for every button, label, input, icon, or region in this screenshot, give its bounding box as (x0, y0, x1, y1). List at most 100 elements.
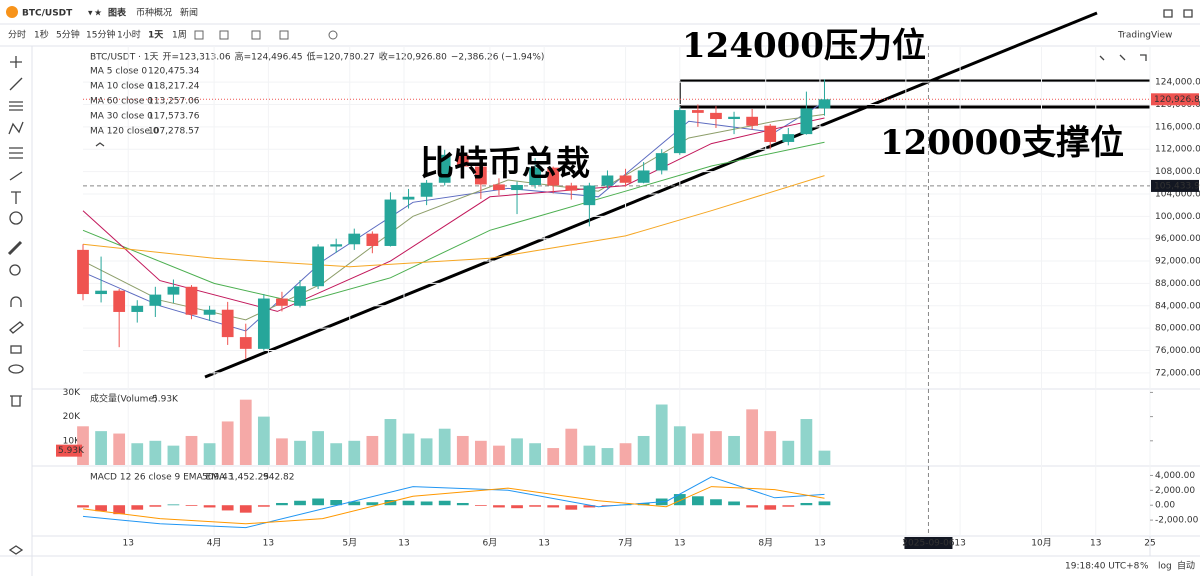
header-tab[interactable]: 新闻 (180, 7, 198, 19)
macd-bar (565, 505, 578, 510)
candle-body (619, 175, 632, 183)
candle-body (312, 246, 324, 287)
indicator-icon[interactable] (194, 30, 204, 40)
candle-body (764, 125, 777, 142)
macd-bar (474, 505, 487, 506)
volume-bar (619, 443, 632, 465)
magnet-tool[interactable] (10, 296, 22, 307)
volume-bar (601, 448, 614, 465)
volume-bar (185, 435, 198, 465)
ma-line (82, 113, 825, 321)
toolbar-icons (194, 30, 338, 40)
volume-bar (221, 421, 234, 465)
candle-body (728, 116, 740, 120)
settings-icon[interactable] (328, 30, 338, 40)
volume-bar (384, 419, 397, 465)
interval[interactable]: 分时 (8, 29, 26, 41)
volume-bar (77, 426, 89, 465)
eye-tool[interactable] (8, 364, 24, 374)
x-tick-label: 5月 (342, 538, 357, 549)
y-tick-label: 72,000.00 (1155, 368, 1200, 378)
brand[interactable]: TradingView (1117, 31, 1172, 41)
favorite-icon[interactable]: ★ (94, 9, 102, 19)
pattern-tool[interactable] (8, 121, 24, 135)
crosshair-price: 105,433.95 (1154, 181, 1200, 191)
interval[interactable]: 1小时 (117, 29, 141, 41)
interval[interactable]: 1秒 (34, 29, 49, 41)
annotation: 120000支撑位 (880, 123, 1124, 163)
volume-bar (800, 419, 813, 465)
text-tool[interactable] (11, 191, 21, 204)
ohlc-info: 开=123,313.06 (163, 52, 231, 63)
volume-bar (438, 428, 451, 465)
line-tool[interactable] (9, 77, 23, 91)
chart-controls[interactable] (1099, 54, 1147, 61)
compare-icon[interactable] (219, 30, 229, 40)
ruler-tool[interactable] (7, 240, 23, 256)
candle-body (474, 166, 487, 185)
y-tick-label: 92,000.00 (1155, 257, 1200, 267)
status-percent[interactable]: % (1140, 562, 1149, 572)
interval[interactable]: 1天 (148, 30, 164, 41)
fib-tool[interactable] (9, 147, 23, 159)
y-tick-label: 10K (63, 436, 81, 446)
x-tick-label: 13 (1090, 539, 1101, 549)
candle-body (800, 108, 813, 135)
candle-body (692, 110, 704, 113)
channel-tool[interactable] (9, 101, 23, 111)
legend-name: MA 10 close 0 (90, 82, 153, 92)
lock-draw-tool[interactable] (9, 321, 24, 334)
emoji-tool[interactable] (9, 211, 23, 225)
window-icons[interactable] (1163, 9, 1193, 18)
candle-body (673, 110, 686, 154)
brush-tool[interactable] (9, 171, 23, 181)
coin-icon (6, 6, 18, 18)
ma-line (82, 117, 825, 312)
snapshot-icon[interactable] (251, 30, 261, 40)
status-auto[interactable]: 自动 (1177, 560, 1195, 572)
status-log[interactable]: log (1158, 562, 1172, 572)
symbol[interactable]: BTC/USDT (22, 9, 73, 19)
y-tick-label: 116,000.00 (1155, 122, 1200, 132)
legend-value: 117,573.76 (148, 112, 200, 122)
collapse-legend[interactable] (95, 142, 105, 147)
macd-bar (782, 505, 795, 507)
trash-tool[interactable] (10, 395, 22, 407)
template-icon[interactable] (279, 30, 289, 40)
interval[interactable]: 5分钟 (56, 29, 80, 41)
y-tick-label: 96,000.00 (1155, 234, 1200, 244)
legend-name: MA 30 close 0 (90, 112, 153, 122)
interval[interactable]: 15分钟 (86, 29, 115, 41)
volume-bar (420, 438, 433, 465)
candle-body (330, 244, 343, 247)
header-tab[interactable]: 图表 (108, 7, 127, 19)
lock-tool[interactable] (10, 345, 22, 354)
candle-body (203, 309, 216, 315)
y-tick-label: 112,000.00 (1155, 145, 1200, 155)
volume-bar (456, 435, 469, 465)
x-tick-label: 8月 (758, 538, 773, 549)
ma-line (82, 141, 825, 304)
candle-body (131, 305, 144, 312)
macd-bar (330, 500, 343, 506)
volume-bar (710, 431, 722, 465)
zoom-tool[interactable] (9, 264, 21, 276)
macd-bar (547, 505, 560, 508)
dropdown-icon[interactable]: ▾ (88, 9, 93, 19)
signal-value: 942.82 (263, 473, 295, 483)
annotation: 比特币总裁 (420, 144, 590, 184)
candle-body (746, 116, 759, 126)
y-tick-label: 20K (63, 412, 81, 422)
candle-body (601, 175, 614, 186)
layers-tool[interactable] (8, 545, 24, 555)
interval[interactable]: 1周 (172, 30, 187, 41)
candle-body (456, 154, 469, 167)
crosshair-tool[interactable] (10, 56, 22, 68)
candle-body (547, 167, 560, 186)
x-tick-label: 13 (954, 539, 965, 549)
macd-bar (294, 500, 306, 506)
header-tab[interactable]: 币种概况 (136, 7, 172, 19)
macd-bar (257, 505, 270, 507)
